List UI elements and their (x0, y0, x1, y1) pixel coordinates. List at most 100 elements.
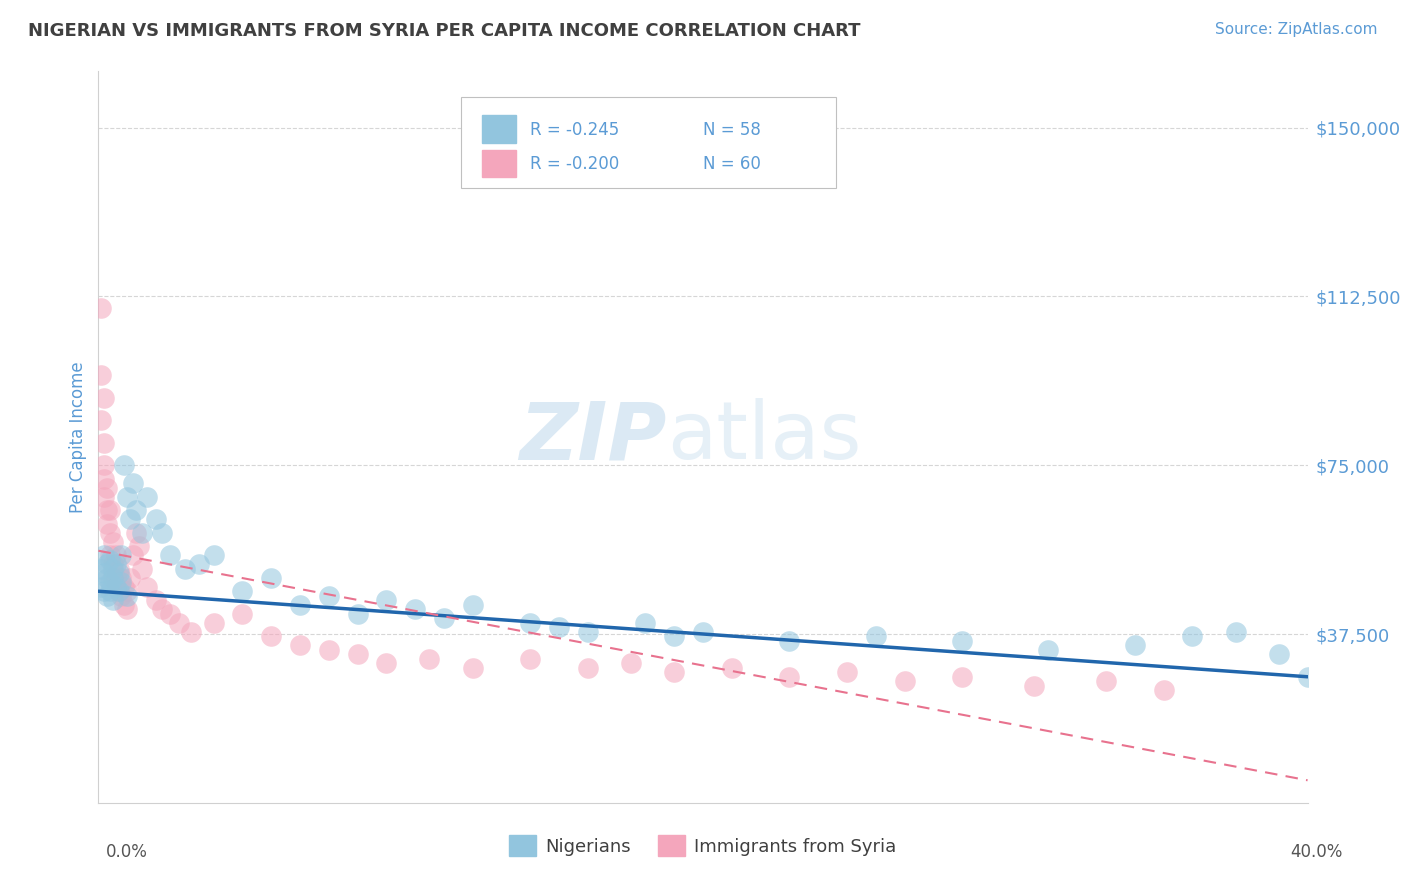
Point (202, 615, 225, 630)
Point (93, 435, 115, 450)
Text: R = -0.200: R = -0.200 (530, 155, 619, 173)
Point (375, 593, 398, 607)
Text: N = 60: N = 60 (703, 155, 761, 173)
Point (90, 580, 112, 594)
Point (692, 624, 714, 639)
Point (110, 589, 132, 603)
Point (461, 661, 484, 675)
Point (418, 652, 440, 666)
Text: Source: ZipAtlas.com: Source: ZipAtlas.com (1215, 22, 1378, 37)
Point (93, 548, 115, 562)
Point (112, 458, 135, 473)
Point (110, 548, 132, 562)
Point (167, 615, 190, 630)
Point (122, 476, 145, 491)
Text: atlas: atlas (666, 398, 860, 476)
Text: N = 58: N = 58 (703, 121, 761, 139)
Point (346, 607, 368, 621)
Point (120, 571, 142, 585)
Point (159, 607, 181, 621)
Point (318, 589, 340, 603)
FancyBboxPatch shape (461, 97, 837, 188)
Point (98, 575, 121, 590)
Point (93, 472, 115, 486)
Point (101, 534, 124, 549)
Point (96, 589, 118, 603)
Point (131, 525, 153, 540)
Point (98, 503, 121, 517)
Point (778, 670, 800, 684)
Point (93, 490, 115, 504)
Point (664, 629, 686, 643)
Point (634, 615, 657, 630)
Bar (482, 150, 516, 178)
Bar (482, 115, 516, 143)
Point (115, 602, 138, 616)
Point (188, 558, 211, 572)
Point (720, 661, 742, 675)
Point (620, 657, 643, 671)
Point (548, 620, 571, 634)
Point (835, 665, 858, 680)
Point (98, 553, 121, 567)
Point (664, 665, 686, 680)
Point (231, 607, 253, 621)
Legend: Nigerians, Immigrants from Syria: Nigerians, Immigrants from Syria (502, 828, 904, 863)
Text: ZIP: ZIP (519, 398, 666, 476)
Point (1123, 638, 1146, 652)
Point (346, 647, 368, 661)
Point (433, 611, 456, 625)
Point (404, 602, 426, 616)
Point (90, 562, 112, 576)
Text: NIGERIAN VS IMMIGRANTS FROM SYRIA PER CAPITA INCOME CORRELATION CHART: NIGERIAN VS IMMIGRANTS FROM SYRIA PER CA… (28, 22, 860, 40)
Point (115, 490, 138, 504)
Point (288, 638, 311, 652)
Point (101, 562, 124, 576)
Point (1038, 642, 1060, 657)
Point (101, 571, 124, 585)
Point (93, 458, 115, 473)
Point (1022, 679, 1045, 693)
Point (202, 548, 225, 562)
Point (125, 525, 148, 540)
Point (93, 391, 115, 405)
Point (115, 589, 138, 603)
Point (90, 413, 112, 427)
Point (231, 584, 253, 599)
Point (131, 562, 153, 576)
Point (173, 562, 195, 576)
Point (180, 624, 202, 639)
Point (96, 558, 118, 572)
Point (865, 629, 887, 643)
Point (125, 503, 148, 517)
Text: R = -0.245: R = -0.245 (530, 121, 619, 139)
Point (1095, 674, 1118, 689)
Point (150, 525, 173, 540)
Point (101, 571, 124, 585)
Point (318, 642, 340, 657)
Point (288, 598, 311, 612)
Point (104, 580, 127, 594)
Point (96, 481, 118, 495)
Point (122, 548, 145, 562)
Point (107, 562, 129, 576)
Point (950, 633, 973, 648)
Point (576, 661, 599, 675)
Point (90, 368, 112, 383)
Point (93, 584, 115, 599)
Point (98, 584, 121, 599)
Point (375, 657, 398, 671)
Point (120, 512, 142, 526)
Point (145, 512, 167, 526)
Point (98, 548, 121, 562)
Text: 0.0%: 0.0% (105, 843, 148, 861)
Point (104, 548, 127, 562)
Point (136, 580, 159, 594)
Point (96, 516, 118, 531)
Point (145, 593, 167, 607)
Point (1268, 647, 1291, 661)
Point (461, 598, 484, 612)
Point (104, 580, 127, 594)
Point (101, 558, 124, 572)
Point (778, 633, 800, 648)
